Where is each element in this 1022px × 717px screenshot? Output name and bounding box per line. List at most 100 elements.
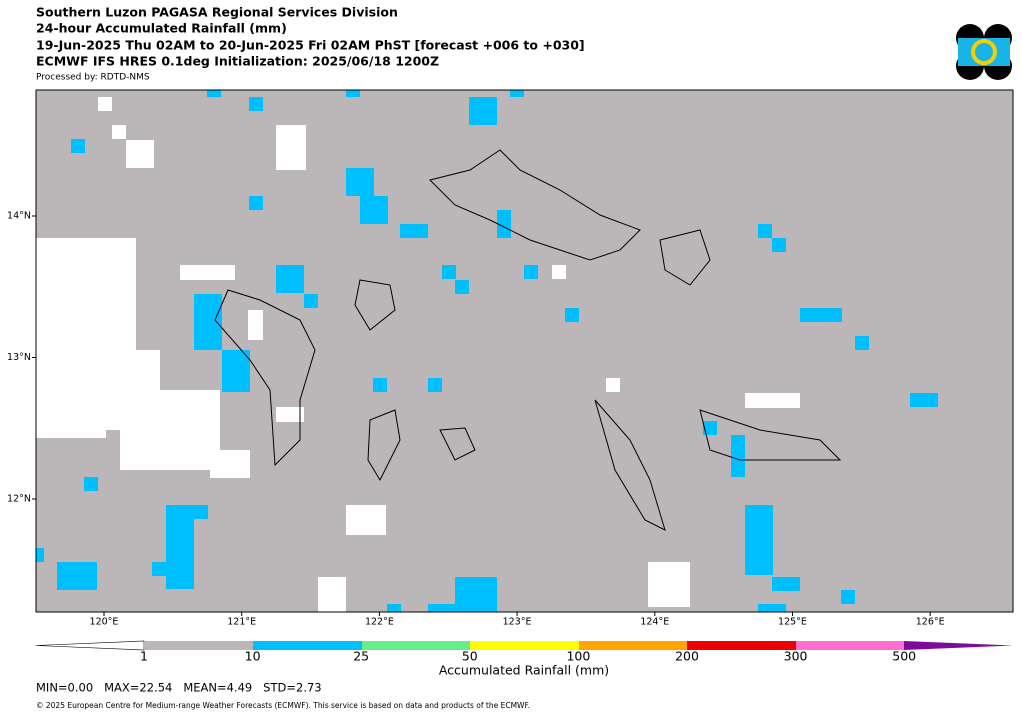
cell-white: [606, 378, 620, 392]
cell-white: [112, 125, 126, 139]
colorbar: 1 10 25 50 100 200 300 500 Accumulated Rainfall…: [35, 640, 1013, 678]
cell-white: [745, 393, 800, 408]
header: Southern Luzon PAGASA Regional Services …: [36, 5, 585, 83]
y-tick-label: 14°N: [7, 211, 31, 222]
cell-cyan: [910, 393, 938, 407]
axis-labels: 120°E 121°E 122°E 123°E 124°E 125°E 126°E 14°N 1…: [7, 211, 945, 628]
cell-cyan: [565, 308, 579, 322]
cell-cyan: [758, 224, 772, 238]
cell-cyan: [703, 421, 717, 435]
cell-white: [276, 125, 306, 170]
rain-cells: [36, 90, 938, 612]
cell-cyan: [428, 378, 442, 392]
colorbar-label: 10: [245, 649, 261, 664]
cell-cyan: [276, 265, 304, 293]
processed-by: Processed by: RDTD-NMS: [36, 73, 150, 83]
cell-cyan: [428, 604, 456, 612]
title-line: Southern Luzon PAGASA Regional Services …: [36, 5, 398, 20]
x-tick-label: 124°E: [640, 617, 669, 628]
title-line: 19-Jun-2025 Thu 02AM to 20-Jun-2025 Fri …: [36, 38, 585, 53]
colorbar-segment: [579, 641, 687, 650]
cell-cyan: [194, 294, 222, 350]
cell-cyan: [800, 308, 842, 322]
cell-white: [210, 450, 250, 478]
cell-cyan: [841, 590, 855, 604]
colorbar-segment: [796, 641, 904, 650]
cell-white: [648, 562, 690, 607]
colorbar-segment: [362, 641, 470, 650]
colorbar-segment: [253, 641, 362, 650]
colorbar-label: 500: [892, 649, 916, 664]
cell-cyan: [772, 238, 786, 252]
cell-cyan: [855, 336, 869, 350]
colorbar-label: 200: [675, 649, 699, 664]
title-line: 24-hour Accumulated Rainfall (mm): [36, 21, 287, 36]
cell-white: [180, 265, 235, 280]
map-frame: [35, 89, 1014, 613]
colorbar-labels: 1 10 25 50 100 200 300 500: [140, 649, 916, 664]
cell-cyan: [772, 577, 800, 591]
colorbar-label: 1: [140, 649, 148, 664]
map: [35, 89, 1014, 613]
cell-cyan: [166, 519, 194, 589]
map-background: [36, 90, 1013, 612]
x-tick-label: 126°E: [916, 617, 945, 628]
cell-white: [346, 505, 386, 535]
cell-white: [126, 140, 154, 168]
colorbar-title: Accumulated Rainfall (mm): [439, 663, 609, 678]
cell-cyan: [360, 196, 388, 224]
cell-cyan: [249, 196, 263, 210]
cell-cyan: [400, 224, 428, 238]
cell-cyan: [207, 90, 221, 97]
cell-cyan: [524, 265, 538, 279]
cell-cyan: [745, 505, 773, 575]
cell-cyan: [469, 97, 497, 125]
cell-cyan: [455, 577, 497, 612]
cell-cyan: [57, 562, 97, 590]
cell-cyan: [84, 477, 98, 491]
colorbar-segment: [144, 641, 253, 650]
colorbar-segment: [687, 641, 796, 650]
cell-cyan: [373, 378, 387, 392]
cell-cyan: [455, 280, 469, 294]
y-tick-label: 13°N: [7, 352, 31, 363]
logo: [956, 24, 1012, 80]
x-tick-label: 122°E: [365, 617, 394, 628]
cell-cyan: [346, 90, 360, 97]
x-tick-label: 120°E: [90, 617, 119, 628]
colorbar-low: [35, 640, 145, 651]
cell-cyan: [304, 294, 318, 308]
cell-cyan: [222, 350, 250, 392]
x-tick-label: 123°E: [503, 617, 532, 628]
cell-white: [98, 97, 112, 111]
cell-cyan: [387, 604, 401, 612]
cell-cyan: [731, 435, 745, 477]
cell-white: [248, 310, 263, 340]
cell-white: [120, 390, 220, 470]
y-tick-label: 12°N: [7, 494, 31, 505]
footer: © 2025 European Centre for Medium-range …: [36, 701, 530, 710]
cell-cyan: [758, 604, 786, 612]
colorbar-high: [904, 641, 1013, 650]
cell-cyan: [152, 562, 166, 576]
colorbar-label: 300: [784, 649, 808, 664]
x-tick-label: 125°E: [778, 617, 807, 628]
stats: MIN=0.00 MAX=22.54 MEAN=4.49 STD=2.73: [36, 681, 322, 695]
cell-cyan: [36, 548, 44, 562]
cell-white: [318, 577, 346, 612]
cell-white: [552, 265, 566, 279]
cell-cyan: [166, 505, 208, 519]
cell-cyan: [249, 97, 263, 111]
colorbar-label: 50: [462, 649, 478, 664]
coastlines: [214, 149, 842, 531]
colorbar-label: 100: [566, 649, 590, 664]
cell-cyan: [346, 168, 374, 196]
cell-cyan: [442, 265, 456, 279]
colorbar-segment: [470, 641, 579, 650]
colorbar-label: 25: [353, 649, 369, 664]
cell-white: [276, 407, 304, 422]
cell-cyan: [510, 90, 524, 97]
title-line: ECMWF IFS HRES 0.1deg Initialization: 20…: [36, 54, 439, 69]
cell-cyan: [71, 139, 85, 153]
